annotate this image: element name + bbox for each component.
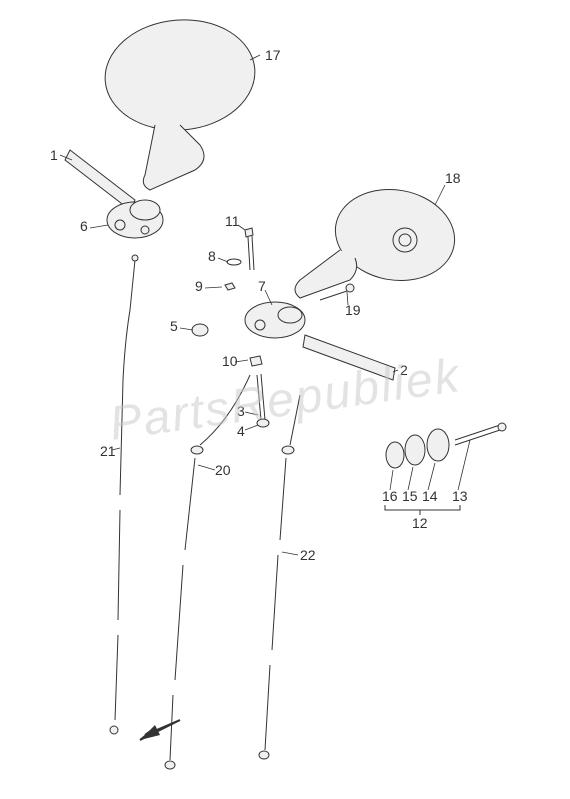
callout-8: 8 bbox=[208, 248, 216, 264]
callout-19: 19 bbox=[345, 302, 361, 318]
callout-21: 21 bbox=[100, 443, 116, 459]
callout-15: 15 bbox=[402, 488, 418, 504]
direction-arrow bbox=[140, 720, 180, 740]
part-cap-5 bbox=[180, 324, 208, 336]
callout-9: 9 bbox=[195, 278, 203, 294]
part-bolt-3 bbox=[245, 374, 269, 430]
part-nut-10 bbox=[235, 356, 262, 366]
part-mirror-left bbox=[100, 14, 260, 190]
part-mirror-right bbox=[295, 180, 462, 298]
part-cable-22 bbox=[259, 395, 300, 759]
part-nut-9 bbox=[205, 283, 235, 290]
callout-22: 22 bbox=[300, 547, 316, 563]
callout-5: 5 bbox=[170, 318, 178, 334]
callout-2: 2 bbox=[400, 362, 408, 378]
callout-16: 16 bbox=[382, 488, 398, 504]
callout-7: 7 bbox=[258, 278, 266, 294]
callout-3: 3 bbox=[237, 403, 245, 419]
part-handlebar-right bbox=[303, 335, 398, 380]
callout-4: 4 bbox=[237, 423, 245, 439]
part-clamp-7 bbox=[245, 290, 305, 338]
callout-17: 17 bbox=[265, 47, 281, 63]
parts-diagram bbox=[0, 0, 570, 799]
part-handlebar-left bbox=[60, 150, 135, 210]
callout-10: 10 bbox=[222, 353, 238, 369]
part-clamp-6 bbox=[90, 200, 163, 238]
callout-1: 1 bbox=[50, 147, 58, 163]
callout-20: 20 bbox=[215, 462, 231, 478]
diagram-container: PartsRepubliek 1 17 6 11 8 18 9 7 5 19 1… bbox=[0, 0, 570, 799]
callout-18: 18 bbox=[445, 170, 461, 186]
callout-11: 11 bbox=[225, 213, 240, 229]
callout-12: 12 bbox=[412, 515, 428, 531]
callout-14: 14 bbox=[422, 488, 438, 504]
callout-6: 6 bbox=[80, 218, 88, 234]
part-cable-21 bbox=[110, 255, 138, 734]
part-washer-8 bbox=[218, 258, 241, 265]
callout-13: 13 bbox=[452, 488, 468, 504]
